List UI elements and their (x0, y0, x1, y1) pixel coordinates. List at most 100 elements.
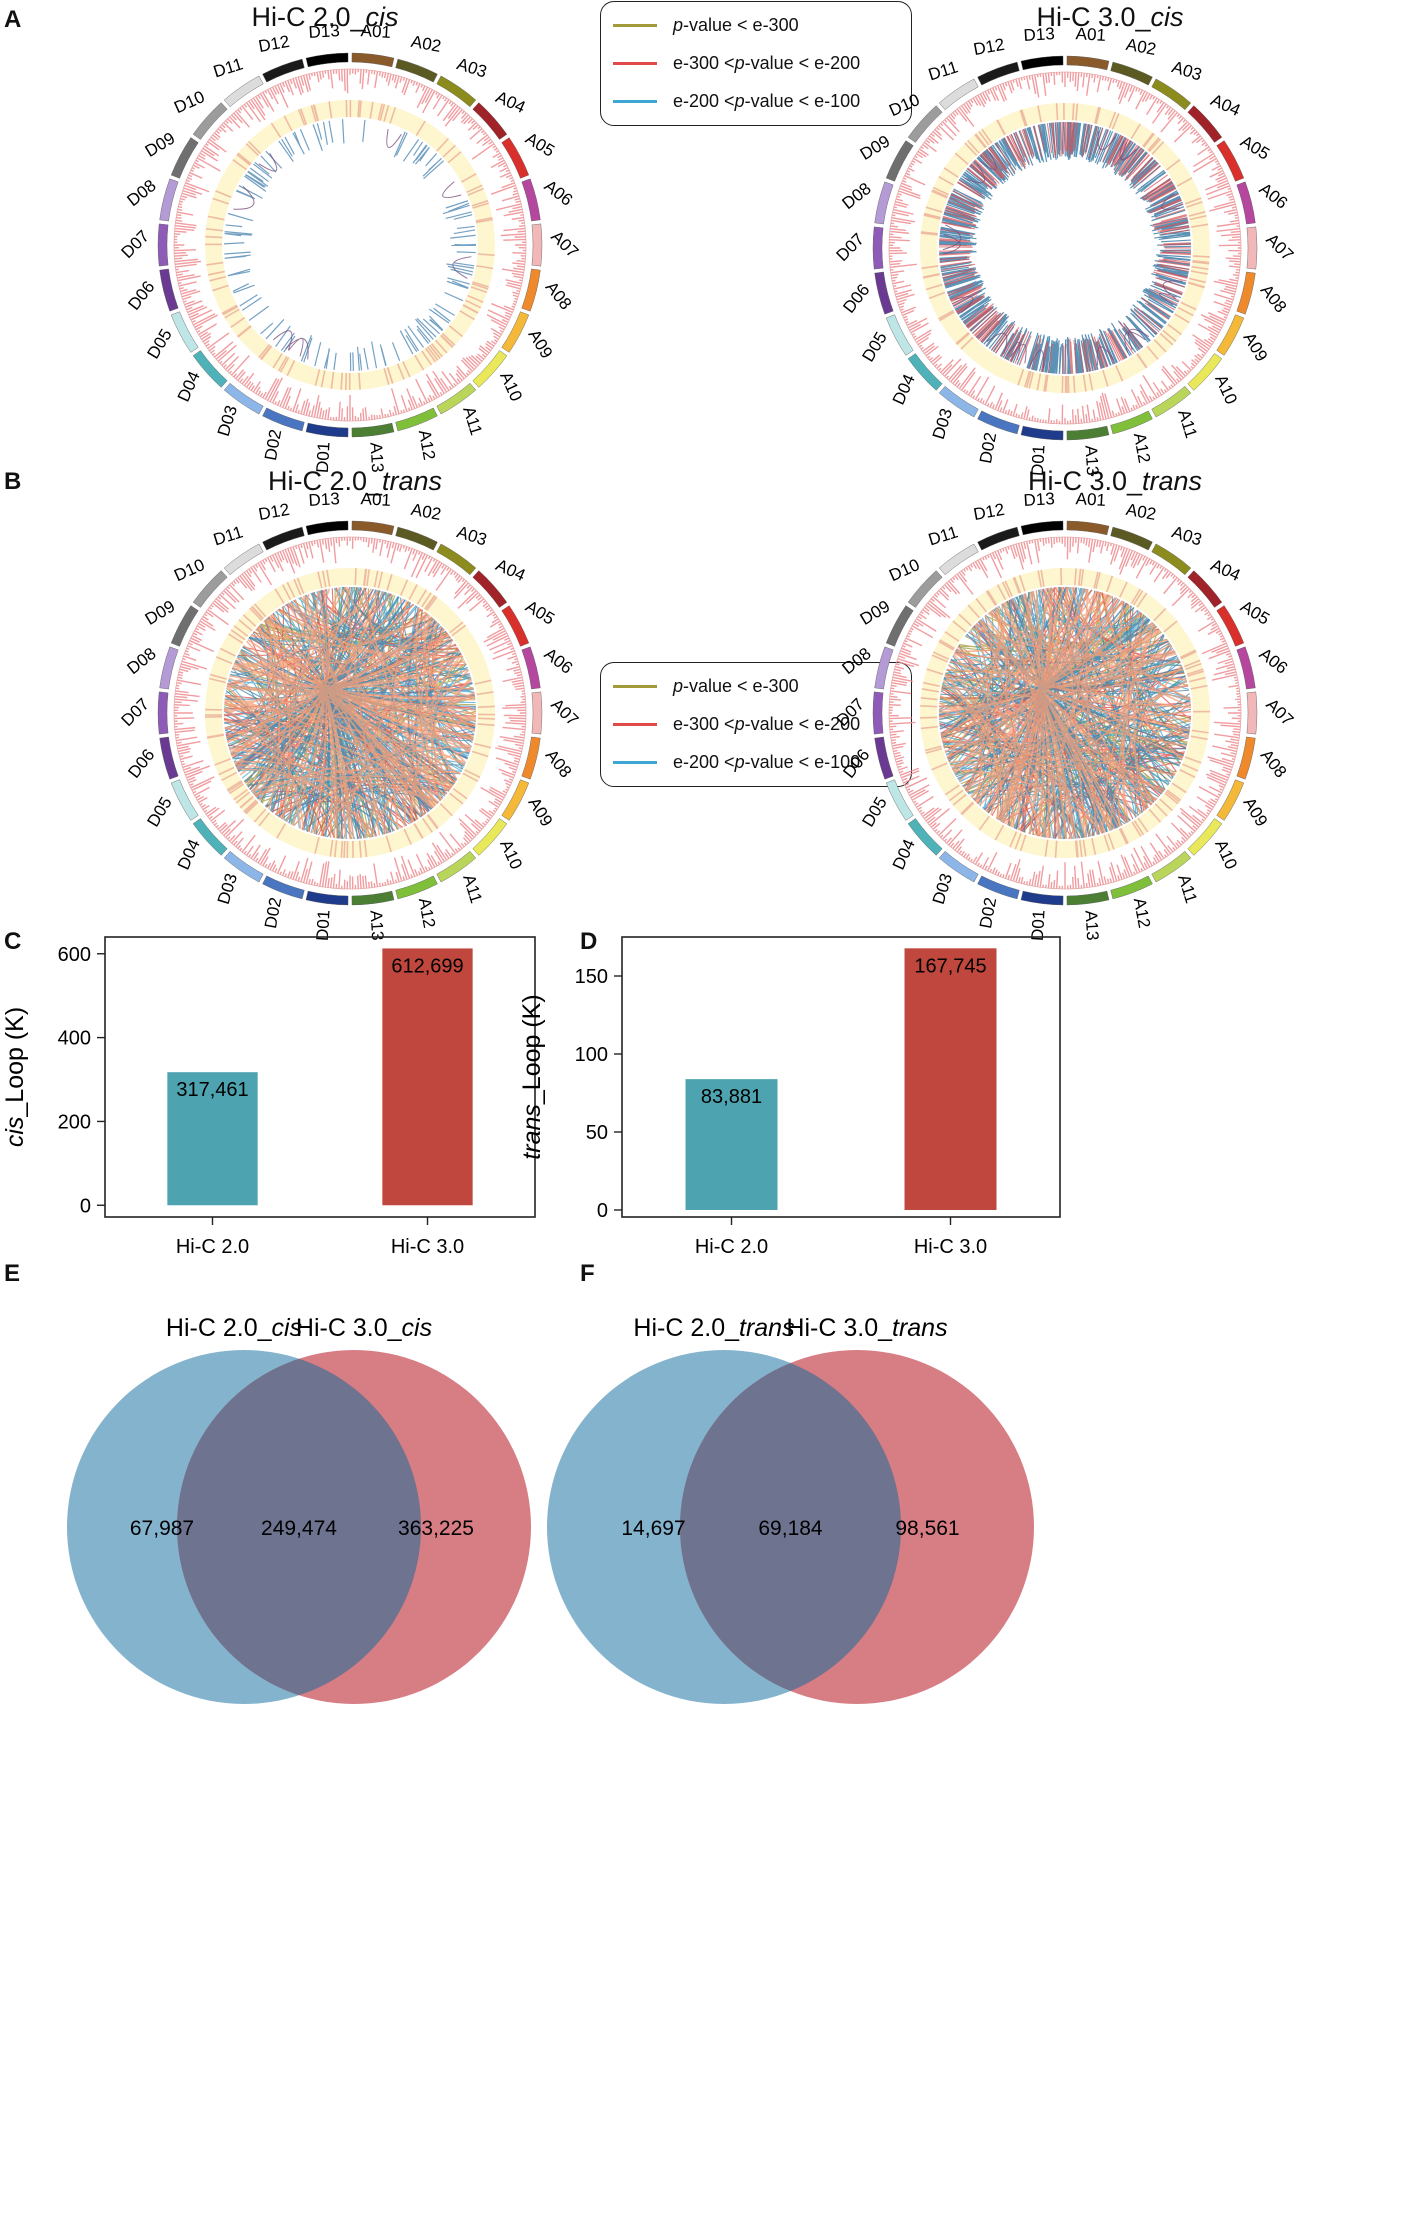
density-track-border (173, 68, 527, 422)
plot-frame (104, 936, 536, 1218)
chromosome-a12 (1110, 875, 1153, 900)
y-axis-label: cis_Loop (K) (1, 1007, 29, 1147)
venn-overlap-count: 69,184 (758, 1517, 823, 1540)
x-tick-label: Hi-C 3.0 (914, 1236, 987, 1258)
venn-only-a-count: 67,987 (130, 1517, 194, 1540)
chromosome-d11 (223, 75, 264, 108)
panel-letter-b: B (4, 468, 22, 495)
chromosome-label-a04: A04 (1208, 90, 1243, 120)
chromosome-a05 (501, 137, 530, 179)
chromosome-a04 (472, 570, 508, 608)
chromosome-a02 (395, 526, 438, 551)
chromosome-a08 (1236, 736, 1256, 780)
chromosome-label-d06: D06 (124, 277, 158, 313)
chromosome-a06 (1236, 181, 1256, 225)
chromosome-a03 (436, 75, 477, 108)
chromosome-label-a10: A10 (496, 369, 526, 404)
chromosome-d02 (977, 875, 1020, 900)
chromosome-label-a13: A13 (366, 442, 387, 473)
chromosome-d11 (223, 543, 264, 576)
chromosome-a06 (1236, 646, 1256, 690)
chromosome-d03 (938, 385, 979, 418)
chromosome-label-a02: A02 (409, 32, 442, 56)
chromosome-label-a04: A04 (1208, 555, 1243, 585)
chromosome-a07 (1246, 226, 1258, 270)
chromosome-label-a11: A11 (459, 872, 486, 905)
chromosome-a10 (1187, 353, 1223, 391)
chromosome-a01 (351, 520, 395, 536)
chromosome-a09 (501, 779, 530, 821)
trans-loop-bar-chart: 0 50 100 150 83,881 Hi-C 2.0 167,745 Hi-C 3.0 tr… (518, 936, 1061, 1258)
chromosome-label-d02: D02 (261, 896, 285, 930)
chromosome-a01 (1066, 520, 1110, 536)
density-track (174, 537, 526, 889)
bar-value-label: 317,461 (176, 1079, 248, 1101)
chromosome-d13 (305, 520, 349, 536)
chromosome-label-a02: A02 (1124, 35, 1157, 59)
cis-links-red (939, 121, 1192, 375)
chromosome-d02 (262, 407, 305, 432)
trans-links (938, 586, 1192, 840)
chromosome-a05 (1216, 140, 1245, 182)
chromosome-label-d02: D02 (261, 428, 285, 462)
chromosome-label-a09: A09 (524, 326, 556, 362)
chromosome-label-d07: D07 (118, 227, 153, 262)
chromosome-label-a01: A01 (1075, 489, 1106, 510)
chromosome-a06 (521, 178, 541, 222)
chromosome-label-d05: D05 (858, 329, 890, 366)
legend-swatch (613, 99, 657, 103)
x-tick-label: Hi-C 3.0 (391, 1236, 464, 1258)
chromosome-d12 (262, 526, 305, 551)
chromosome-label-d04: D04 (174, 368, 204, 404)
chromosome-label-a09: A09 (524, 794, 556, 830)
chromosome-label-a07: A07 (1262, 695, 1297, 730)
chromosome-d01 (1020, 890, 1064, 906)
venn-overlap-count: 249,474 (261, 1517, 337, 1540)
y-tick-label: 50 (586, 1122, 608, 1144)
chromosome-label-d04: D04 (889, 836, 919, 872)
chromosome-label-d02: D02 (976, 896, 1000, 930)
chromosome-a13 (351, 890, 395, 906)
chromosome-a09 (1216, 779, 1245, 821)
chromosome-a12 (1110, 410, 1153, 435)
chromosome-d06 (874, 271, 894, 315)
chromosome-d06 (159, 268, 179, 312)
chromosome-a07 (1246, 691, 1258, 735)
chromosome-label-d13: D13 (308, 489, 340, 510)
chromosome-label-d10: D10 (171, 555, 207, 585)
chromosome-a04 (1187, 570, 1223, 608)
x-tick-label: Hi-C 2.0 (695, 1236, 768, 1258)
chromosome-a01 (1066, 55, 1110, 71)
chromosome-label-d04: D04 (889, 371, 919, 407)
chromosome-label-d12: D12 (257, 500, 291, 524)
density-track (174, 69, 526, 421)
heatmap-marks (920, 568, 1210, 858)
density-track-border (173, 536, 527, 890)
chromosome-label-d03: D03 (214, 871, 241, 906)
chromosome-label-d02: D02 (976, 431, 1000, 465)
chromosome-label-a10: A10 (496, 837, 526, 872)
density-track-border (888, 71, 1242, 425)
chromosome-a11 (1151, 385, 1192, 418)
chromosome-a12 (395, 407, 438, 432)
chromosome-d07 (157, 223, 169, 267)
chromosome-label-a09: A09 (1239, 329, 1271, 365)
chromosome-d02 (977, 410, 1020, 435)
chromosome-d09 (170, 137, 199, 179)
chromosome-label-a12: A12 (415, 896, 439, 929)
chromosome-a09 (1216, 314, 1245, 356)
chromosome-label-d13: D13 (1023, 24, 1055, 45)
chromosome-a13 (1066, 890, 1110, 906)
chromosome-label-d07: D07 (833, 695, 868, 730)
chromosome-a03 (1151, 78, 1192, 111)
chromosome-label-d01: D01 (313, 909, 334, 941)
panel-letter-c: C (4, 928, 22, 955)
chromosome-d04 (192, 818, 228, 856)
y-tick-label: 100 (575, 1044, 608, 1066)
chromosome-label-a12: A12 (415, 428, 439, 461)
chromosome-d01 (305, 422, 349, 438)
